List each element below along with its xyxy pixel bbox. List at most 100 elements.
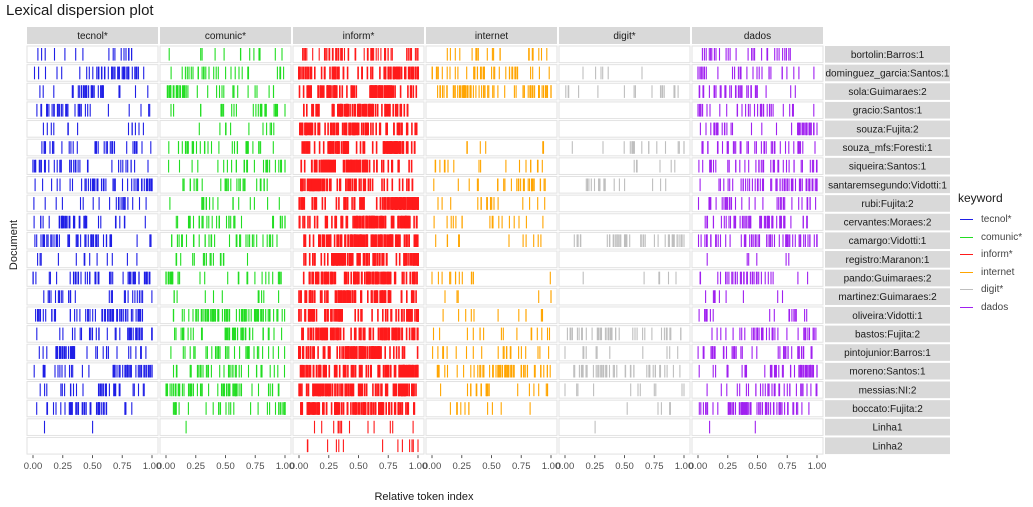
x-tick-label: 0.50 [349, 461, 368, 472]
document-label: siqueira:Santos:1 [849, 162, 927, 173]
row-background [292, 436, 425, 455]
document-label: oliveira:Vidotti:1 [852, 311, 923, 322]
x-tick-label: 0.25 [187, 461, 206, 472]
x-tick-label: 0.00 [157, 461, 176, 472]
document-strip [825, 344, 950, 361]
legend-title: keyword [958, 191, 1003, 205]
document-label: camargo:Vidotti:1 [849, 236, 927, 247]
legend-item: dados [958, 299, 1033, 317]
row-background [425, 231, 558, 250]
x-tick-label: 1.00 [143, 461, 162, 472]
facet-strip-label: internet [475, 31, 509, 42]
row-background [558, 343, 691, 362]
row-background [425, 250, 558, 269]
legend-key [958, 211, 975, 228]
document-label: martinez:Guimaraes:2 [838, 292, 937, 303]
document-strip [825, 213, 950, 231]
x-axis-title: Relative token index [374, 491, 474, 503]
row-background [26, 45, 159, 64]
x-tick-label: 1.00 [276, 461, 295, 472]
row-background [26, 213, 159, 231]
document-strip [825, 195, 950, 212]
row-background [425, 362, 558, 381]
x-tick-label: 0.00 [689, 461, 708, 472]
facet-strip-label: digit* [613, 31, 635, 42]
legend-label: comunic* [981, 231, 1023, 243]
row-background [425, 45, 558, 64]
row-background [425, 82, 558, 101]
row-background [159, 194, 292, 213]
legend-key [958, 264, 975, 281]
legend-label: internet [981, 266, 1015, 278]
document-label: bastos:Fujita:2 [855, 329, 920, 340]
document-label: rubi:Fujita:2 [861, 199, 914, 210]
x-tick-label: 1.00 [409, 461, 428, 472]
facet-strip-3 [426, 27, 557, 44]
document-strip [825, 362, 950, 380]
row-background [558, 362, 691, 381]
chart-title: Lexical dispersion plot [6, 2, 154, 19]
row-background [691, 287, 824, 306]
row-background [159, 418, 292, 436]
row-background [558, 101, 691, 120]
row-background [691, 194, 824, 213]
row-background [558, 194, 691, 213]
legend-item: tecnol* [958, 211, 1033, 229]
x-tick-label: 0.25 [54, 461, 73, 472]
document-strip [825, 288, 950, 305]
row-background [425, 343, 558, 362]
x-tick-label: 0.25 [719, 461, 738, 472]
x-tick-label: 0.50 [482, 461, 501, 472]
legend-item: internet [958, 264, 1033, 282]
facet-strip-4 [559, 27, 690, 44]
row-background [558, 213, 691, 231]
document-strip [825, 120, 950, 138]
x-tick-label: 0.50 [615, 461, 634, 472]
row-background [425, 399, 558, 418]
row-background [425, 381, 558, 399]
row-background [159, 213, 292, 231]
document-strip [825, 381, 950, 399]
legend-key [958, 299, 975, 316]
row-background [425, 325, 558, 343]
row-background [425, 287, 558, 306]
row-background [159, 82, 292, 101]
legend-label: digit* [981, 284, 1004, 296]
row-background [691, 306, 824, 325]
document-strip [825, 251, 950, 268]
legend-item: digit* [958, 281, 1033, 299]
document-label: dominguez_garcia:Santos:1 [826, 68, 950, 79]
row-background [159, 157, 292, 175]
legend-label: dados [981, 301, 1009, 313]
row-background [425, 306, 558, 325]
x-tick-label: 0.75 [778, 461, 797, 472]
row-background [425, 157, 558, 175]
document-label: pintojunior:Barros:1 [844, 348, 931, 359]
document-strip [825, 64, 950, 82]
legend: keyword tecnol* comunic* inform* internet di… [958, 191, 1033, 316]
x-tick-label: 0.75 [246, 461, 265, 472]
row-background [558, 250, 691, 269]
row-background [558, 287, 691, 306]
document-label: messias:NI:2 [859, 385, 917, 396]
facet-strip-1 [160, 27, 291, 44]
row-background [558, 306, 691, 325]
document-strip [825, 306, 950, 324]
document-label: pando:Guimaraes:2 [844, 274, 932, 285]
x-tick-label: 1.00 [542, 461, 561, 472]
document-strip [825, 400, 950, 417]
document-label: moreno:Santos:1 [849, 367, 926, 378]
row-background [425, 175, 558, 194]
document-label: souza_mfs:Foresti:1 [842, 143, 932, 154]
row-background [691, 418, 824, 436]
row-background [691, 138, 824, 157]
row-background [425, 436, 558, 455]
row-background [558, 436, 691, 455]
legend-key [958, 281, 975, 298]
facet-strip-label: tecnol* [77, 31, 108, 42]
row-background [292, 138, 425, 157]
document-strip [825, 325, 950, 343]
row-background [691, 343, 824, 362]
row-background [159, 101, 292, 120]
